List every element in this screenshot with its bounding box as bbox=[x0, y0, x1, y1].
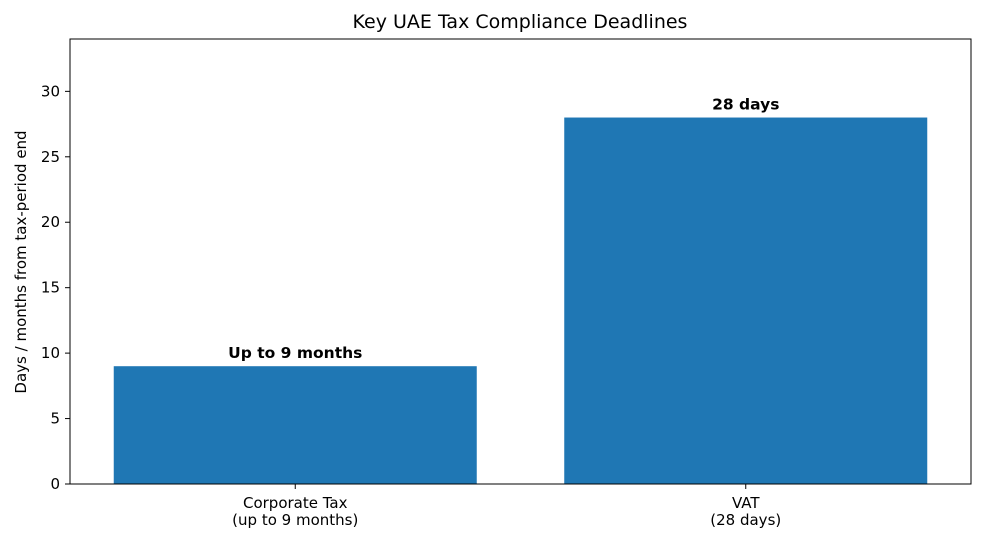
y-tick-label-1: 5 bbox=[50, 410, 60, 428]
data-label-0: Up to 9 months bbox=[228, 344, 362, 362]
data-label-1: 28 days bbox=[712, 96, 779, 114]
y-tick-label-4: 20 bbox=[41, 213, 60, 231]
y-tick-label-5: 25 bbox=[41, 148, 60, 166]
x-tick-label-1-0: VAT bbox=[732, 494, 760, 512]
y-tick-label-3: 15 bbox=[41, 279, 60, 297]
x-tick-label-1-1: (28 days) bbox=[710, 511, 781, 529]
y-tick-label-6: 30 bbox=[41, 82, 60, 100]
plot-area: Up to 9 months Corporate Tax(up to 9 mont… bbox=[41, 38, 972, 529]
bar-1 bbox=[564, 117, 928, 484]
axes-frame bbox=[69, 38, 972, 485]
y-axis-label: Days / months from tax-period end bbox=[12, 130, 30, 393]
y-tick-label-2: 10 bbox=[41, 344, 60, 362]
y-tick-label-0: 0 bbox=[50, 475, 60, 493]
chart-title: Key UAE Tax Compliance Deadlines bbox=[353, 11, 688, 33]
bar-0 bbox=[113, 366, 477, 484]
x-tick-label-0-0: Corporate Tax bbox=[243, 494, 348, 512]
x-tick-label-0-1: (up to 9 months) bbox=[232, 511, 358, 529]
